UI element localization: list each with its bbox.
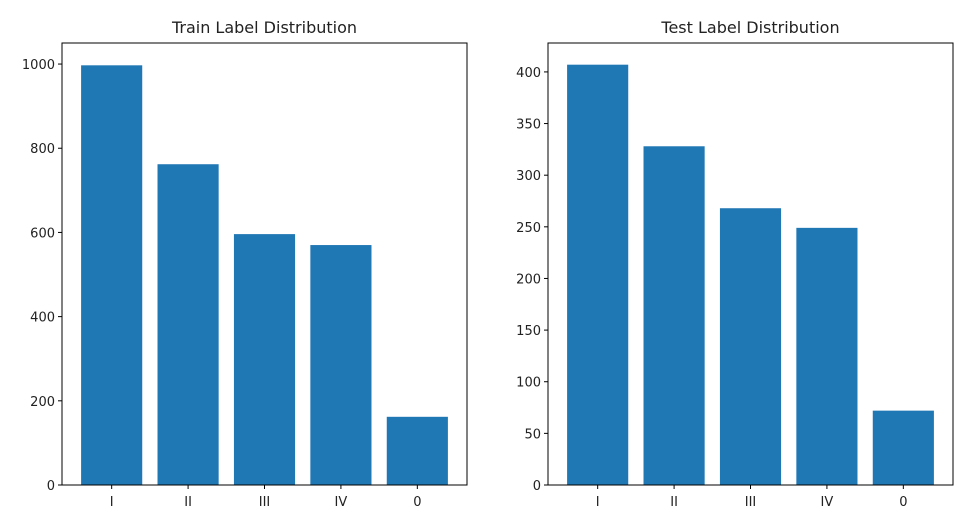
y-tick-label: 150 [516, 324, 541, 339]
bar-II [157, 164, 219, 485]
bar-I [567, 64, 629, 485]
y-tick-label: 350 [516, 118, 541, 133]
y-tick-label: 0 [533, 479, 541, 494]
chart-title: Train Label Distribution [171, 18, 357, 37]
x-tick-label: III [745, 495, 757, 510]
y-tick-label: 100 [516, 376, 541, 391]
chart-title: Test Label Distribution [660, 18, 839, 37]
bar-II [643, 146, 705, 485]
y-tick-label: 0 [47, 479, 55, 494]
y-tick-label: 50 [524, 427, 541, 442]
y-tick-label: 300 [516, 169, 541, 184]
y-tick-label: 200 [30, 395, 55, 410]
x-tick-label: IV [821, 495, 834, 510]
y-tick-label: 1000 [22, 58, 55, 73]
bar-III [233, 234, 296, 485]
x-tick-label: II [670, 495, 678, 510]
bar-I [81, 65, 143, 485]
x-tick-label: 0 [413, 495, 421, 510]
x-tick-label: I [110, 495, 114, 510]
bar-IV [796, 227, 858, 485]
bar-IV [310, 245, 372, 485]
x-tick-label: 0 [899, 495, 907, 510]
y-tick-label: 600 [30, 226, 55, 241]
y-tick-label: 400 [516, 66, 541, 81]
y-tick-label: 250 [516, 221, 541, 236]
x-tick-label: II [184, 495, 192, 510]
bar-0 [386, 416, 448, 485]
x-tick-label: III [259, 495, 271, 510]
x-tick-label: IV [335, 495, 348, 510]
y-tick-label: 800 [30, 142, 55, 157]
x-tick-label: I [596, 495, 600, 510]
bar-0 [872, 410, 934, 485]
bar-III [719, 208, 782, 485]
y-tick-label: 200 [516, 272, 541, 287]
y-tick-label: 400 [30, 311, 55, 326]
